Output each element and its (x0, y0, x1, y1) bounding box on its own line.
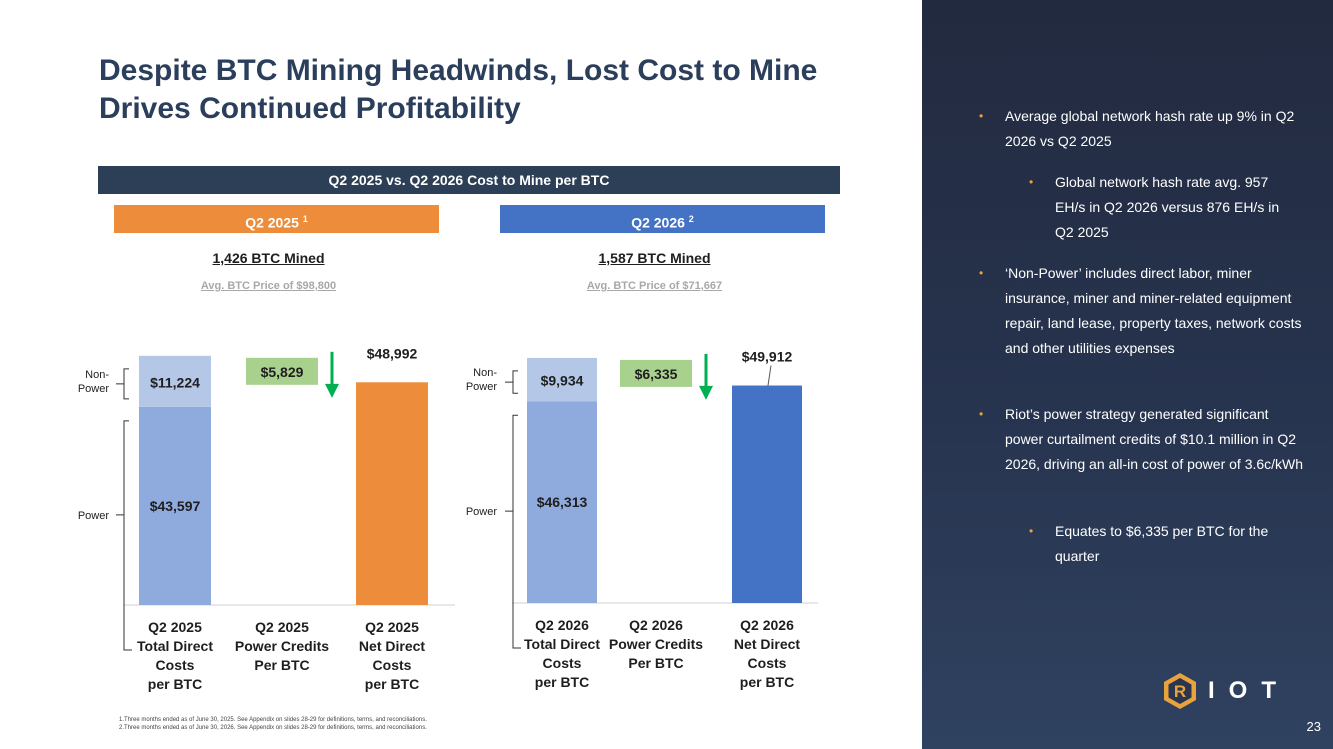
bullet-dot-icon: • (979, 109, 984, 123)
chart1-category-label: Q2 2025 (255, 619, 309, 635)
chart2-category-label: Total Direct (524, 636, 600, 652)
bullet-power-strategy: • Riot’s power strategy generated signif… (979, 402, 1305, 477)
chart1-category-label: Q2 2025 (365, 619, 419, 635)
footnote-1: 1.Three months ended as of June 30, 2025… (119, 717, 427, 723)
chart2-category-label: Costs (748, 655, 787, 671)
chart1-category-label: per BTC (365, 676, 419, 692)
chart2-category-label: Q2 2026 (740, 617, 794, 633)
chart1-bracket-non-power (116, 368, 129, 400)
chart1-category-label: per BTC (148, 676, 202, 692)
chart2-category-label: Q2 2026 (629, 617, 683, 633)
avg-price-q2-2026: Avg. BTC Price of $71,667 (586, 280, 723, 292)
period-label: Q2 2025 (245, 214, 299, 231)
chart2-category-label: per BTC (740, 674, 794, 690)
bullet-dot-icon: • (979, 266, 984, 280)
period-header-q2-2025: Q2 2025 1 (114, 205, 439, 233)
chart1-category-label: Q2 2025 (148, 619, 202, 635)
chart2-bracket-power (505, 414, 521, 649)
chart2-category-label: Power Credits (609, 636, 703, 652)
chart1-category-label: Costs (156, 657, 195, 673)
chart2-bar-power (527, 401, 597, 603)
cost-to-mine-charts: $43,597 $11,224 $5,829 $48,992 Non- Power Powe… (78, 345, 818, 692)
title-line-1: Despite BTC Mining Headwinds, Lost Cost … (99, 54, 818, 87)
chart1-category-label: Power Credits (235, 638, 329, 654)
chart2-bracket-label-non-power: Non- (473, 367, 497, 379)
bullet-dot-icon: • (979, 407, 984, 421)
sub-bullet-hash-rate-avg: • Global network hash rate avg. 957 EH/s… (1029, 170, 1295, 245)
chart2-label-credit: $6,335 (635, 366, 678, 382)
chart2-bracket-non-power (505, 370, 518, 394)
bullet-dot-icon: • (1029, 524, 1034, 538)
logo-letter: R (1174, 682, 1186, 701)
chart1-bar-non-power (139, 355, 211, 407)
period-label: Q2 2026 (631, 214, 685, 231)
footnotes: 1.Three months ended as of June 30, 2025… (119, 716, 427, 732)
chart1-credit-box (246, 357, 318, 385)
period-footnote-ref: 2 (688, 214, 694, 224)
bullet-dot-icon: • (1029, 175, 1034, 189)
chart2-category-label: Costs (543, 655, 582, 671)
chart2-leader-line (767, 365, 772, 386)
footnote-2: 2.Three months ended as of June 30, 2026… (119, 725, 427, 731)
logo-wordmark: IOT (1208, 677, 1290, 704)
bullet-hash-rate: • Average global network hash rate up 9%… (979, 104, 1305, 154)
chart1-category-label: Net Direct (359, 638, 425, 654)
chart2-bracket-label-non-power: Power (466, 381, 498, 393)
chart1-bar-power (139, 406, 211, 605)
chart1-label-power: $43,597 (150, 498, 201, 514)
chart1-bar-net (356, 382, 428, 605)
bullet-non-power: • ‘Non-Power’ includes direct labor, min… (979, 261, 1305, 361)
chart1-bracket-power (116, 420, 132, 651)
sub-bullet-per-btc: • Equates to $6,335 per BTC for the quar… (1029, 519, 1295, 569)
page-number: 23 (1306, 719, 1321, 734)
avg-price-q2-2025: Avg. BTC Price of $98,800 (200, 280, 337, 292)
riot-logo: R IOT (1162, 672, 1290, 710)
chart2-label-power: $46,313 (537, 494, 588, 510)
riot-hexagon-icon: R (1164, 673, 1196, 709)
chart1-label-non-power: $11,224 (150, 374, 200, 390)
chart2-credit-box (620, 359, 692, 387)
chart2-category-label: Net Direct (734, 636, 800, 652)
chart2-bracket-label-power: Power (466, 506, 498, 518)
chart1-bracket-label-non-power: Non- (85, 369, 109, 381)
chart2-category-label: per BTC (535, 674, 589, 690)
chart1-category-label: Total Direct (137, 638, 213, 654)
chart2-category-label: Per BTC (628, 655, 683, 671)
chart1-category-label: Costs (373, 657, 412, 673)
section-banner: Q2 2025 vs. Q2 2026 Cost to Mine per BTC (98, 166, 840, 194)
period-footnote-ref: 1 (302, 214, 308, 224)
chart2-label-non-power: $9,934 (541, 373, 584, 389)
title-line-2: Drives Continued Profitability (99, 92, 521, 125)
chart1-label-net: $48,992 (367, 345, 418, 361)
chart2-label-net: $49,912 (742, 349, 793, 365)
chart1-category-label: Per BTC (254, 657, 309, 673)
btc-mined-q2-2025: 1,426 BTC Mined (212, 250, 325, 266)
chart1-bracket-label-power: Power (78, 510, 110, 522)
page-title: Despite BTC Mining Headwinds, Lost Cost … (99, 52, 859, 128)
side-panel: • Average global network hash rate up 9%… (922, 0, 1333, 749)
chart2-category-label: Q2 2026 (535, 617, 589, 633)
chart1-bracket-label-non-power: Power (78, 383, 110, 395)
chart1-label-credit: $5,829 (261, 364, 304, 380)
chart1-down-arrow-icon (325, 383, 339, 398)
chart2-bar-non-power (527, 357, 597, 402)
period-header-q2-2026: Q2 2026 2 (500, 205, 825, 233)
chart2-bar-net (732, 385, 802, 603)
btc-mined-q2-2026: 1,587 BTC Mined (598, 250, 711, 266)
chart2-down-arrow-icon (699, 385, 713, 400)
